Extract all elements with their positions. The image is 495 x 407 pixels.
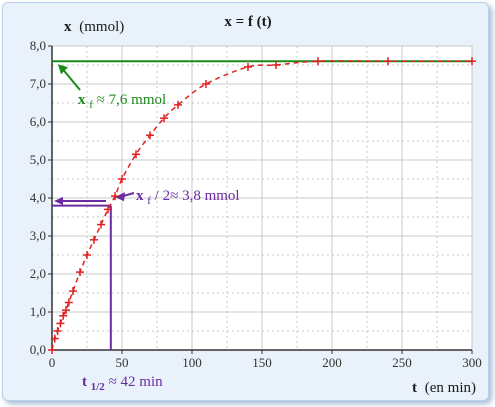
- half-curve-arrow-shaft: [122, 192, 135, 198]
- y-tick-label: 6,0: [30, 114, 46, 129]
- data-point: [56, 319, 65, 328]
- half-reaction-group: [52, 192, 135, 350]
- half-label-text: / 2≈ 3,8 mmol: [155, 188, 240, 204]
- asymptote-label-sub: f: [89, 99, 93, 111]
- data-point: [146, 131, 154, 140]
- y-axis-label: x (mmol): [64, 19, 124, 35]
- half-time-text: ≈ 42 min: [109, 374, 164, 390]
- data-point: [468, 57, 476, 66]
- data-point: [64, 298, 73, 307]
- half-label-sub: f: [147, 195, 151, 207]
- data-point: [384, 57, 392, 66]
- data-point: [118, 175, 126, 183]
- data-point: [48, 346, 56, 354]
- x-tick-label: 100: [182, 355, 202, 370]
- data-point: [83, 251, 91, 259]
- data-point: [62, 306, 70, 315]
- x-tick-label: 250: [392, 355, 412, 370]
- data-series: [48, 57, 476, 354]
- data-point: [104, 205, 112, 214]
- y-tick-label: 1,0: [30, 304, 46, 319]
- data-point: [111, 192, 119, 201]
- x-tick-label: 150: [252, 355, 272, 370]
- data-point: [272, 61, 280, 69]
- half-time-symbol: t: [82, 374, 87, 390]
- data-point: [244, 62, 252, 71]
- half-left-arrow-head: [54, 197, 63, 206]
- data-point: [97, 220, 105, 229]
- data-point: [90, 235, 98, 244]
- half-time-sub: 1/2: [91, 381, 106, 393]
- asymptote-label-symbol: x: [78, 92, 86, 108]
- y-tick-label: 5,0: [30, 152, 46, 167]
- x-tick-label: 200: [322, 355, 342, 370]
- x-axis-unit: (en min): [425, 380, 476, 396]
- y-tick-label: 7,0: [30, 76, 46, 91]
- data-point: [132, 150, 140, 159]
- x-tick-label: 300: [462, 355, 482, 370]
- half-curve-arrow-head: [115, 192, 125, 202]
- x-axis-symbol: t: [412, 380, 417, 396]
- chart-title: x = f (t): [224, 14, 271, 30]
- x-tick-label: 0: [49, 355, 56, 370]
- half-label-symbol: x: [136, 188, 144, 204]
- data-point: [50, 334, 59, 343]
- y-tick-label: 4,0: [30, 190, 46, 205]
- y-axis-unit: (mmol): [79, 19, 124, 35]
- asymptote-arrow-shaft: [61, 67, 81, 91]
- asymptote-label-text: ≈ 7,6 mmol: [97, 92, 167, 108]
- x-axis-label: t (en min): [412, 380, 476, 396]
- data-point: [174, 100, 182, 109]
- y-tick-label: 0,0: [30, 342, 46, 357]
- y-axis-symbol: x: [64, 19, 72, 35]
- half-value-label: x f / 2≈ 3,8 mmol: [136, 188, 240, 208]
- asymptote-arrow-head: [58, 64, 68, 75]
- grid: [52, 45, 473, 350]
- axis-ticks: 0 50 100 150 200 250 300 0,0 1,0 2,0 3,0 4,0 5,0 6,0 7…: [30, 38, 482, 370]
- data-point: [160, 114, 168, 123]
- data-point: [76, 268, 84, 277]
- half-time-label: t 1/2 ≈ 42 min: [82, 374, 163, 394]
- data-point: [202, 80, 210, 88]
- x-tick-label: 50: [116, 355, 129, 370]
- y-tick-label: 2,0: [30, 266, 46, 281]
- y-tick-label: 8,0: [30, 38, 46, 53]
- data-point: [53, 327, 62, 335]
- data-point: [59, 311, 68, 320]
- data-point: [69, 287, 77, 296]
- y-tick-label: 3,0: [30, 228, 46, 243]
- asymptote-label: x f ≈ 7,6 mmol: [78, 92, 166, 112]
- data-point: [314, 57, 322, 66]
